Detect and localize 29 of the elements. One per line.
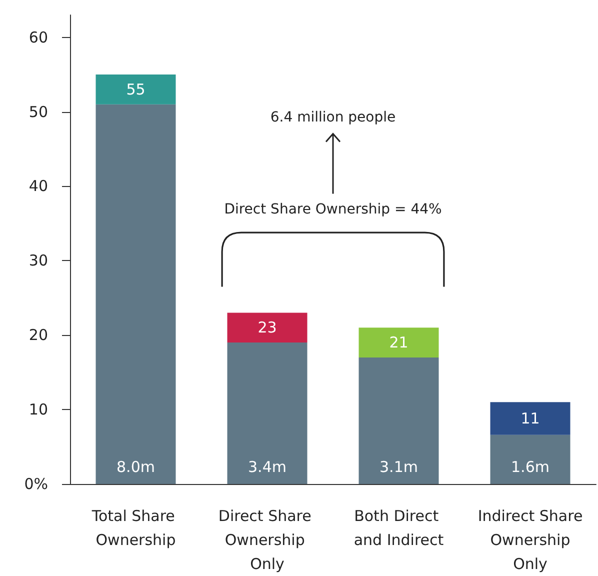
total-label: 55 [126, 80, 146, 98]
y-tick-label: 20 [28, 326, 48, 344]
y-tick-label: 60 [28, 28, 48, 46]
y-tick-label: 40 [28, 177, 48, 196]
bar [227, 312, 308, 343]
y-tick-label: 0% [24, 475, 48, 493]
total-label: 21 [389, 334, 408, 352]
x-tick-label: Direct Share Ownership Only [218, 507, 316, 573]
x-tick-label: Indirect Share Ownership Only [478, 507, 583, 573]
bar [358, 328, 439, 358]
bar [358, 357, 439, 484]
x-tick-label: Total Share Ownership [90, 507, 180, 549]
x-tick-label: Both Direct and Indirect [354, 507, 444, 549]
y-tick-label: 30 [28, 252, 48, 270]
total-label: 23 [258, 318, 277, 337]
annotation: 3.1m [380, 458, 418, 476]
bar [227, 342, 308, 484]
bar [490, 434, 570, 484]
annotation: 1.6m [511, 458, 550, 476]
y-tick-label: 50 [28, 102, 48, 121]
bar [96, 74, 176, 104]
annotation: 8.0m [116, 458, 155, 476]
annotation: Direct Share Ownership = 44% [224, 202, 442, 218]
total-label: 11 [520, 409, 540, 428]
y-tick-label: 10 [28, 400, 48, 419]
annotation: 3.4m [248, 458, 286, 476]
bar [490, 402, 570, 435]
annotation: 6.4 million people [270, 110, 396, 126]
bar [96, 104, 176, 484]
